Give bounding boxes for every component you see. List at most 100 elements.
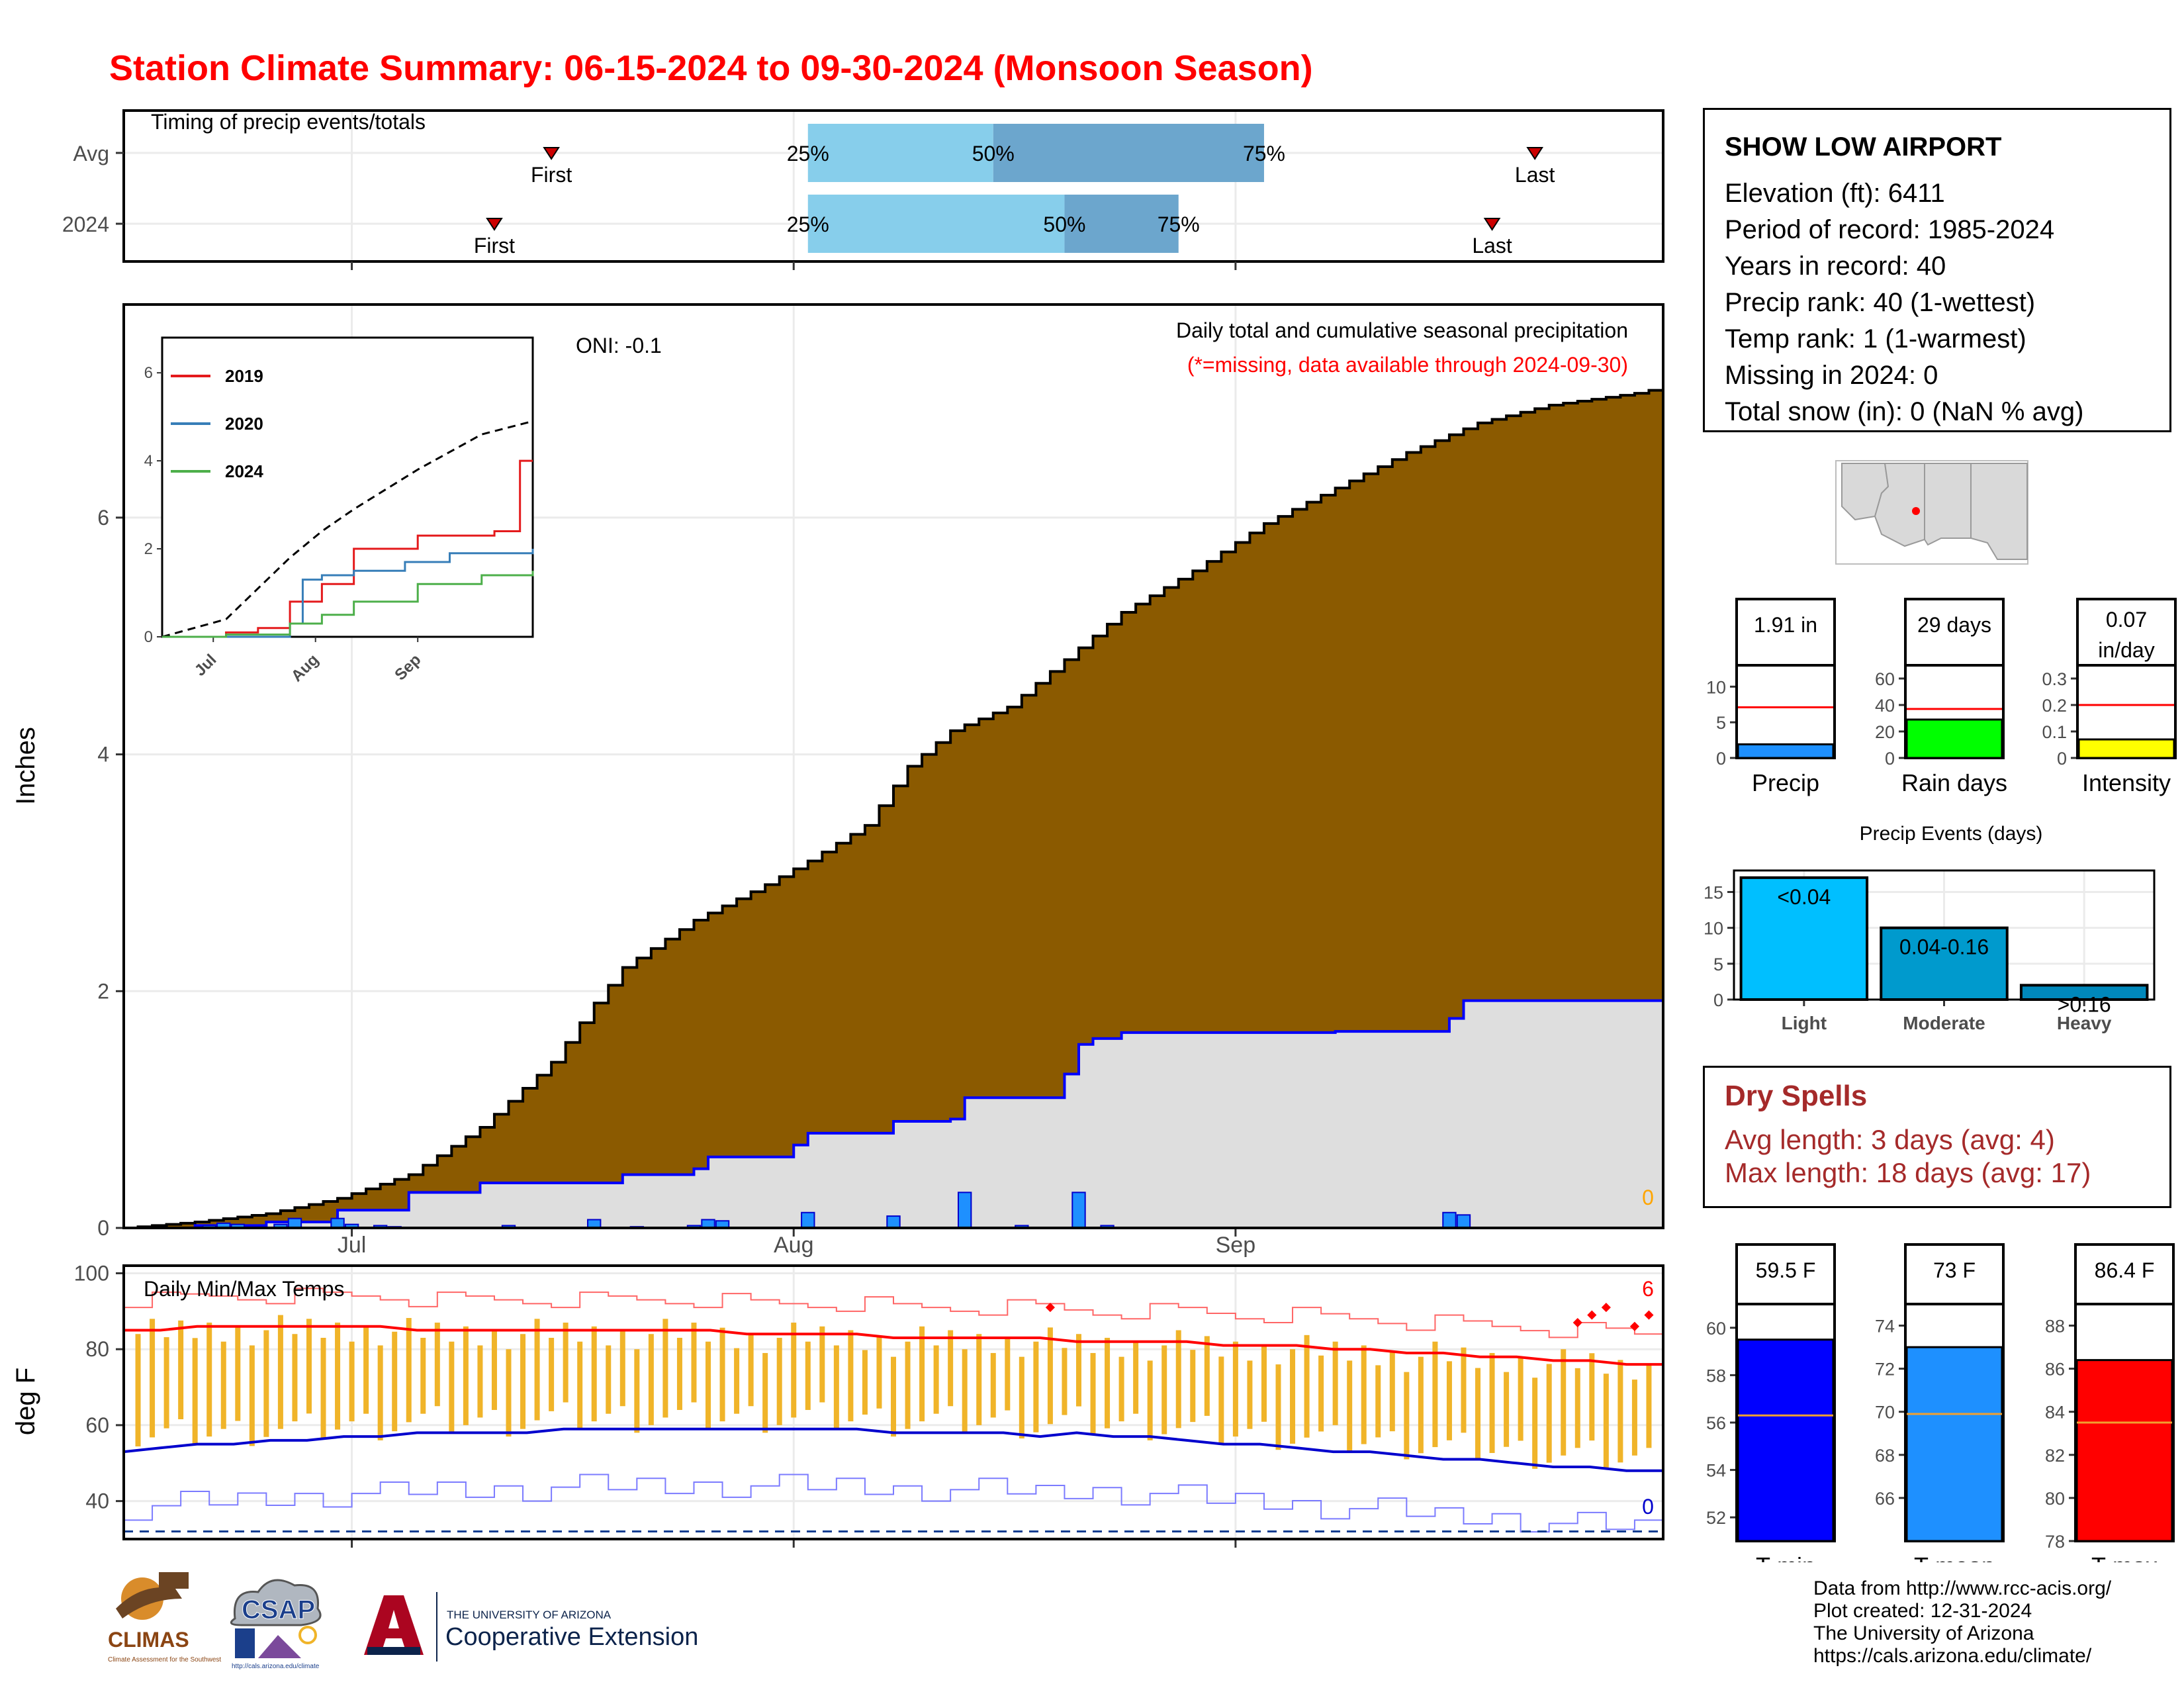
record-high-count: 6 [1642,1277,1654,1301]
mini-ytick-label: 78 [2045,1532,2065,1552]
daily-temp-bar [1389,1351,1395,1432]
timing-lower-bar [807,124,993,182]
csap-url: http://cals.arizona.edu/climate [232,1663,320,1670]
timing-marker-icon [1526,147,1544,160]
station-location-marker [1912,507,1920,515]
credit-line: https://cals.arizona.edu/climate/ [1813,1645,2092,1667]
daily-temp-bar [335,1323,341,1430]
timing-upper-bar [1064,195,1179,253]
daily-temp-bar [606,1345,612,1414]
precip-chart: 0 2 4 6 Daily total and cumulative seasonal … [11,303,1664,1258]
timing-pct-label: 50% [1043,212,1085,236]
daily-temp-bar [719,1327,725,1422]
daily-temp-bar [791,1323,797,1418]
mini-value-label: 73 F [1933,1258,1976,1282]
daily-temp-bar [392,1331,398,1432]
daily-temp-bar [1090,1352,1096,1434]
inset-ytick-label: 0 [144,628,153,646]
daily-temp-bar [534,1319,540,1421]
events-ytick-label: 0 [1713,990,1723,1010]
daily-temp-bar [819,1326,825,1403]
mini-ytick-label: 0.3 [2042,669,2067,689]
mini-ytick-label: 0 [1716,749,1726,769]
daily-temp-bar [477,1345,483,1418]
timing-event-label: First [531,163,572,187]
credit-line: Data from http://www.rcc-acis.org/ [1813,1577,2112,1599]
daily-temp-bar [1603,1374,1609,1469]
daily-temp-bar [705,1341,711,1429]
station-total-snow: Total snow (in): 0 (NaN % avg) [1725,397,2084,426]
daily-temp-bar [1546,1364,1552,1463]
temp-ytick-label: 100 [74,1261,109,1285]
daily-temp-bar [1589,1353,1595,1441]
daily-temp-bar [1019,1356,1024,1438]
daily-temp-bar [662,1319,668,1418]
mini-frame [1735,598,1836,759]
csap-logo: CSAP http://cals.arizona.edu/climate [230,1579,322,1670]
daily-temp-bar [220,1341,226,1429]
daily-temp-bar [320,1337,326,1439]
mini-ytick-label: 0.1 [2042,722,2067,742]
daily-temp-bar [1075,1334,1081,1407]
oni-label: ONI: -0.1 [576,334,662,357]
daily-temp-bar [1175,1330,1181,1429]
mini-panel-label: Precip [1752,769,1819,796]
credit-line: The University of Arizona [1813,1622,2034,1644]
daily-temp-bar [1489,1352,1495,1453]
daily-temp-bar [762,1352,768,1433]
mini-ytick-label: 88 [2045,1317,2065,1336]
daily-temp-bar [577,1341,583,1429]
temp-ylabel: deg F [11,1368,40,1435]
inset-legend-label: 2024 [225,461,263,481]
precip-ytick-label: 6 [97,506,109,530]
inset-ytick-label: 2 [144,540,153,558]
timing-pct-label: 75% [1158,212,1200,236]
timing-event-label: Last [1515,163,1555,187]
daily-temp-bar [1161,1345,1167,1434]
month-label: Sep [1216,1233,1256,1258]
daily-precip-bar [801,1211,815,1229]
mini-value-label: 86.4 F [2095,1258,2155,1282]
daily-temp-bar [1062,1348,1068,1415]
mini-ytick-label: 56 [1706,1413,1726,1433]
mini-ytick-label: 40 [1875,696,1895,716]
precip-events-chart: Precip Events (days) 0 5 10 15 <0.04 Light 0.04… [1704,823,2156,1033]
mini-ytick-label: 58 [1706,1366,1726,1385]
precip-chart-note: (*=missing, data available through 2024-… [1187,353,1628,377]
temperature-summary: 52 54 56 58 60 59.5 F T-min 66 68 70 72 74 73 F T-mea… [1706,1243,2175,1562]
daily-temp-bar [1232,1341,1238,1437]
dry-spells-avg: Avg length: 3 days (avg: 4) [1725,1124,2055,1155]
mini-ytick-label: 0 [1885,749,1895,769]
daily-temp-bar [1347,1360,1353,1452]
avg-max-line [124,1325,1663,1366]
avg-cumulative-area [124,387,1663,1228]
daily-temp-bar [235,1326,241,1421]
daily-temp-bar [990,1352,996,1418]
timing-upper-bar [993,124,1264,182]
daily-temp-bar [1118,1356,1124,1422]
daily-precip-bar [957,1192,972,1229]
events-bar-label: <0.04 [1777,885,1831,909]
daily-temp-bar [634,1349,640,1433]
mini-panel-label: Intensity [2082,769,2171,796]
timing-event-label: Last [1472,234,1512,258]
daily-temp-bar [406,1318,412,1423]
daily-temp-bar [449,1341,455,1433]
page-title: Station Climate Summary: 06-15-2024 to 0… [109,48,1313,88]
daily-temp-bar [1518,1357,1524,1441]
timing-panel: Timing of precip events/totals Avg 25% 50% 7… [62,109,1664,270]
mini-value-bar [1737,743,1835,759]
daily-temp-bar [263,1330,269,1437]
daily-temp-bar [277,1315,283,1429]
mini-ytick-label: 10 [1706,677,1726,697]
daily-temp-bar [862,1350,868,1415]
daily-temp-bar [249,1345,255,1446]
daily-temp-bar [776,1337,782,1425]
mini-value-label: 1.91 in [1754,613,1817,637]
daily-temp-bar [833,1345,839,1429]
events-category-label: Moderate [1903,1013,1985,1033]
station-years: Years in record: 40 [1725,252,1946,281]
mini-ytick-label: 68 [1875,1446,1895,1466]
daily-temp-bar [192,1338,198,1444]
daily-temp-bar [648,1334,654,1425]
